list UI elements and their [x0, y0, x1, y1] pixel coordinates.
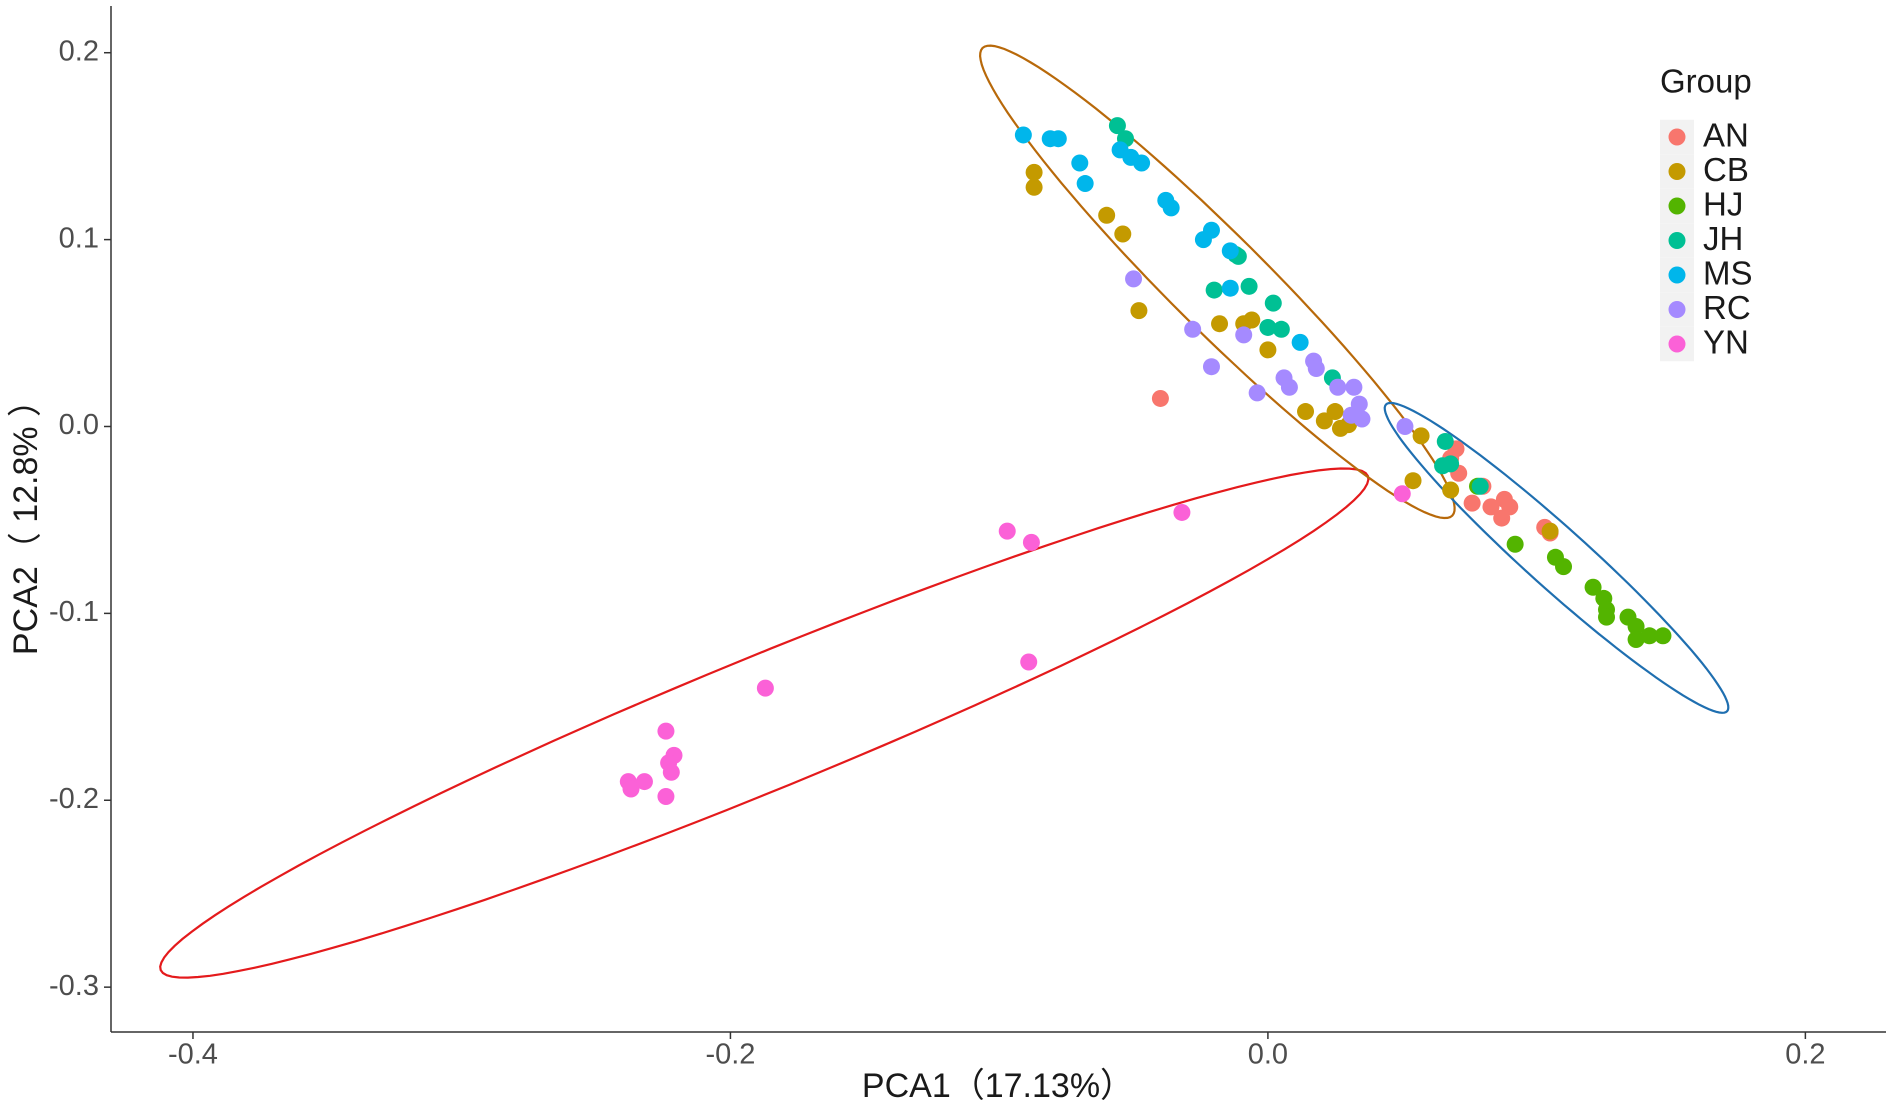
point — [1404, 472, 1422, 490]
y-tick-label: -0.1 — [49, 596, 99, 628]
point — [1259, 341, 1277, 359]
point — [1291, 333, 1309, 351]
point — [1221, 279, 1239, 297]
point — [1442, 455, 1460, 473]
confidence-ellipse — [159, 467, 1370, 979]
point — [1493, 509, 1511, 527]
point — [1627, 617, 1645, 635]
point — [1506, 535, 1524, 553]
point — [1555, 558, 1573, 576]
point — [657, 722, 675, 740]
point — [1436, 432, 1454, 450]
point — [1125, 270, 1143, 288]
point — [1025, 178, 1043, 196]
y-tick-label: 0.1 — [59, 222, 99, 254]
point — [1412, 427, 1430, 445]
point — [1654, 627, 1672, 645]
point — [1240, 277, 1258, 295]
point — [1264, 294, 1282, 312]
point — [1259, 318, 1277, 336]
point — [756, 679, 774, 697]
y-tick-label: 0.0 — [59, 409, 99, 441]
point — [662, 763, 680, 781]
y-tick-label: -0.3 — [49, 970, 99, 1002]
point — [1133, 154, 1151, 172]
point — [1627, 631, 1645, 649]
point — [1151, 389, 1169, 407]
point — [1463, 494, 1481, 512]
point — [1280, 378, 1298, 396]
point — [1022, 533, 1040, 551]
point — [998, 522, 1016, 540]
y-axis-title: PCA2（ 12.8% ） — [7, 383, 45, 655]
point — [1130, 302, 1148, 320]
legend-swatch — [1668, 163, 1686, 180]
point — [1541, 522, 1559, 540]
point — [1114, 225, 1132, 243]
point — [657, 788, 675, 806]
point — [1393, 485, 1411, 503]
point — [1598, 608, 1616, 626]
point — [1272, 320, 1290, 338]
point — [1584, 578, 1602, 596]
legend-swatch — [1668, 335, 1686, 353]
x-tick-label: -0.2 — [705, 1039, 755, 1071]
point — [1248, 384, 1266, 402]
point — [1329, 378, 1347, 396]
point — [1235, 326, 1253, 344]
point — [622, 780, 640, 798]
point — [1162, 199, 1180, 217]
legend-swatch — [1668, 197, 1686, 215]
x-tick-label: 0.2 — [1785, 1039, 1825, 1071]
legend-swatch — [1668, 232, 1686, 249]
legend-label: RC — [1703, 289, 1751, 326]
point — [1205, 281, 1223, 299]
point — [1471, 477, 1489, 495]
y-tick-label: 0.2 — [59, 35, 99, 67]
point — [1211, 315, 1229, 333]
x-tick-label: -0.4 — [168, 1039, 218, 1071]
point — [1396, 417, 1414, 435]
confidence-ellipse — [978, 44, 1456, 520]
point — [1297, 403, 1315, 421]
legend-label: YN — [1703, 324, 1749, 361]
legend-swatch — [1668, 301, 1686, 318]
legend-label: CB — [1703, 151, 1749, 188]
point — [1173, 503, 1191, 521]
y-tick-label: -0.2 — [49, 783, 99, 815]
legend-label: HJ — [1703, 186, 1743, 223]
point — [1345, 378, 1363, 396]
point — [1326, 403, 1344, 421]
legend-swatch — [1668, 128, 1686, 146]
point — [1442, 481, 1460, 499]
point — [1221, 242, 1239, 260]
point — [1482, 498, 1500, 516]
legend-swatch — [1668, 266, 1686, 284]
x-tick-label: 0.0 — [1248, 1039, 1288, 1071]
x-axis-title: PCA1（17.13%） — [862, 1067, 1134, 1105]
point — [1049, 130, 1067, 148]
point — [1098, 206, 1116, 224]
point — [1243, 311, 1261, 329]
legend-label: JH — [1703, 220, 1743, 257]
point — [1108, 117, 1126, 135]
point — [1307, 360, 1325, 378]
point — [1202, 358, 1220, 376]
point — [1353, 410, 1371, 428]
legend-label: MS — [1703, 255, 1753, 292]
point — [1025, 163, 1043, 181]
point — [1076, 175, 1094, 193]
legend-title: Group — [1660, 63, 1752, 100]
point — [1071, 154, 1089, 172]
point — [1014, 126, 1032, 144]
legend-label: AN — [1703, 117, 1749, 154]
point — [1020, 653, 1038, 671]
point — [635, 773, 653, 791]
point — [1184, 320, 1202, 338]
point — [1202, 221, 1220, 239]
confidence-ellipse — [1383, 401, 1730, 714]
point — [1641, 627, 1659, 645]
